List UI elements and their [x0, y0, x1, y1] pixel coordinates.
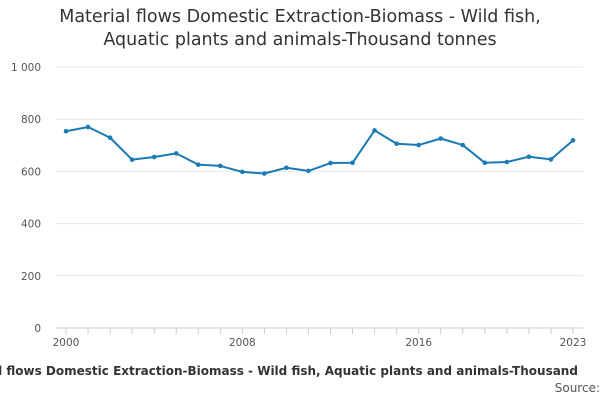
data-point[interactable]	[85, 124, 91, 130]
x-tick-label: 2023	[560, 337, 587, 349]
data-point[interactable]	[372, 128, 377, 133]
chart-title-line-1: Material flows Domestic Extraction-Bioma…	[59, 7, 541, 27]
data-point[interactable]	[350, 160, 355, 166]
data-point[interactable]	[173, 151, 179, 156]
data-point[interactable]	[63, 128, 69, 134]
data-point[interactable]	[151, 154, 157, 160]
y-tick-label: 600	[21, 166, 41, 178]
data-point[interactable]	[262, 171, 267, 176]
x-axis: 2000 2008 2016 2023	[53, 328, 587, 349]
y-axis: 0 200 400 600 800 1 000	[11, 62, 41, 335]
y-tick-label: 200	[21, 271, 41, 283]
data-point[interactable]	[416, 142, 421, 148]
data-point[interactable]	[129, 157, 135, 162]
data-point[interactable]	[504, 159, 510, 165]
data-point[interactable]	[284, 165, 289, 171]
data-point[interactable]	[482, 160, 488, 166]
x-tick-label: 2016	[405, 337, 432, 349]
gridlines	[56, 66, 583, 329]
data-point[interactable]	[328, 160, 333, 166]
data-point[interactable]	[570, 138, 576, 143]
y-tick-label: 400	[21, 219, 41, 231]
data-point[interactable]	[548, 157, 554, 162]
data-point[interactable]	[107, 135, 113, 141]
data-point[interactable]	[306, 168, 311, 174]
source-label: Source:	[554, 381, 600, 395]
data-point[interactable]	[394, 141, 399, 147]
footer-chart-title: al flows Domestic Extraction-Biomass - W…	[0, 364, 578, 378]
data-point[interactable]	[526, 154, 532, 160]
chart-title: Material flows Domestic Extraction-Bioma…	[0, 6, 600, 52]
y-tick-label: 0	[34, 323, 41, 335]
data-point[interactable]	[218, 163, 223, 169]
y-tick-label: 1 000	[11, 62, 41, 74]
x-tick-label: 2000	[53, 337, 80, 349]
data-point[interactable]	[195, 162, 201, 167]
data-point[interactable]	[460, 142, 466, 148]
data-point[interactable]	[438, 136, 444, 141]
chart-title-line-2: Aquatic plants and animals-Thousand tonn…	[103, 30, 497, 50]
data-point[interactable]	[240, 169, 245, 175]
y-tick-label: 800	[21, 114, 41, 126]
series-group	[63, 124, 576, 176]
series-line	[65, 126, 574, 175]
x-tick-label: 2008	[229, 337, 256, 349]
